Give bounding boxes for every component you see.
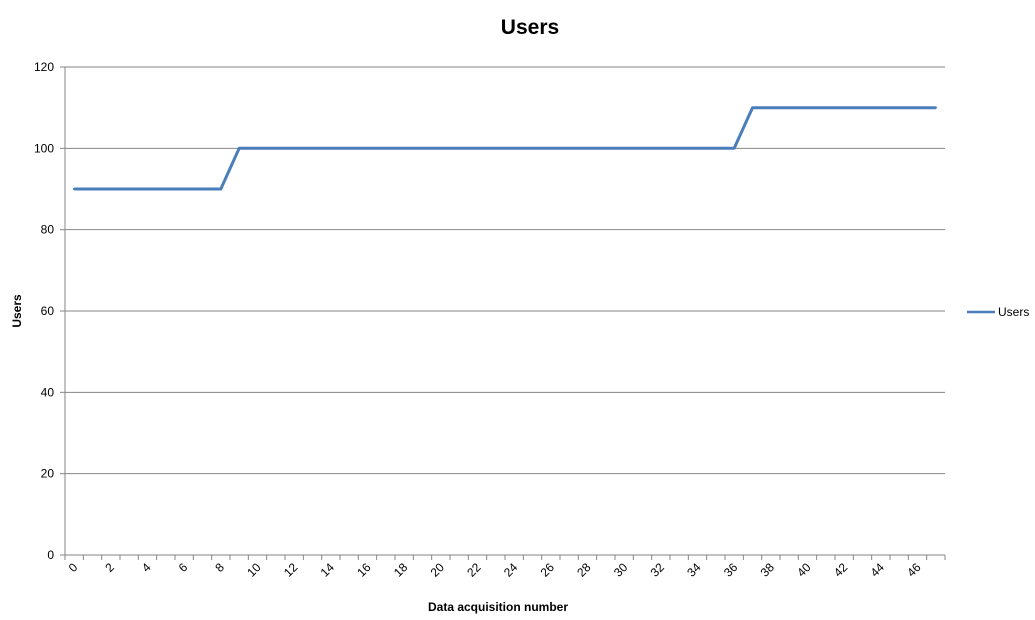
- x-tick-label-8: 8: [212, 560, 227, 575]
- x-tick-label-40: 40: [794, 560, 814, 580]
- data-point-39: [787, 106, 791, 109]
- x-tick-label-26: 26: [538, 560, 558, 580]
- data-point-24: [512, 147, 516, 150]
- data-point-43: [861, 106, 864, 109]
- x-axis-title: Data acquisition number: [428, 600, 568, 614]
- x-tick-label-34: 34: [684, 560, 704, 580]
- data-point-18: [402, 147, 406, 150]
- data-point-19: [421, 147, 424, 150]
- x-tick-label-16: 16: [354, 560, 374, 580]
- data-point-1: [91, 187, 94, 191]
- data-point-6: [182, 187, 186, 191]
- data-point-8: [219, 187, 223, 191]
- data-point-16: [366, 147, 369, 150]
- data-point-5: [164, 187, 168, 191]
- x-tick-label-24: 24: [501, 560, 521, 580]
- legend: Users: [967, 305, 1029, 319]
- y-tick-label-40: 40: [41, 385, 55, 399]
- data-point-45: [897, 106, 901, 109]
- gridlines: [65, 66, 945, 475]
- data-point-15: [347, 147, 351, 150]
- data-point-40: [806, 106, 809, 109]
- x-tick-label-0: 0: [66, 560, 81, 575]
- data-point-11: [274, 147, 278, 150]
- data-point-25: [531, 147, 534, 150]
- y-tick-label-60: 60: [41, 304, 55, 318]
- data-point-10: [256, 147, 259, 150]
- x-tick-label-28: 28: [574, 560, 594, 580]
- data-point-14: [329, 147, 333, 150]
- x-tick-label-30: 30: [611, 560, 631, 580]
- data-point-12: [292, 147, 296, 150]
- data-point-20: [439, 147, 443, 150]
- x-tick-label-20: 20: [428, 560, 448, 580]
- x-tick-label-46: 46: [904, 560, 924, 580]
- x-tick-label-22: 22: [464, 560, 484, 580]
- data-point-17: [384, 147, 388, 150]
- x-tick-label-42: 42: [831, 560, 851, 580]
- data-point-26: [549, 147, 553, 150]
- legend-label-users: Users: [998, 305, 1029, 319]
- data-point-44: [879, 106, 883, 109]
- series-line-users: [74, 106, 936, 191]
- y-axis-title: Users: [10, 294, 24, 328]
- data-point-0: [72, 187, 76, 191]
- y-axis-ticks: 0 20 40 60 80 100 120: [34, 60, 65, 562]
- data-point-32: [659, 147, 663, 150]
- x-tick-label-14: 14: [318, 560, 338, 580]
- data-point-30: [622, 147, 626, 150]
- data-point-42: [842, 106, 846, 109]
- data-point-4: [146, 187, 149, 191]
- data-point-37: [751, 106, 754, 109]
- data-point-27: [567, 147, 571, 150]
- y-tick-label-20: 20: [41, 467, 55, 481]
- x-tick-label-36: 36: [721, 560, 741, 580]
- data-point-36: [732, 147, 736, 150]
- data-point-46: [916, 106, 919, 109]
- x-tick-label-4: 4: [139, 560, 154, 575]
- data-point-23: [494, 147, 498, 150]
- data-point-3: [127, 187, 131, 191]
- y-tick-label-80: 80: [41, 223, 55, 237]
- data-point-29: [604, 147, 608, 150]
- x-tick-label-12: 12: [281, 560, 301, 580]
- x-tick-label-2: 2: [102, 560, 117, 575]
- y-tick-label-100: 100: [34, 141, 54, 155]
- data-point-2: [109, 187, 113, 191]
- x-tick-label-18: 18: [391, 560, 411, 580]
- y-tick-label-0: 0: [47, 548, 54, 562]
- series-layer: [72, 106, 938, 191]
- x-tick-label-32: 32: [648, 560, 668, 580]
- data-point-38: [769, 106, 773, 109]
- data-point-21: [457, 147, 461, 150]
- data-point-35: [714, 147, 718, 150]
- data-point-13: [311, 147, 314, 150]
- data-point-28: [586, 147, 589, 150]
- data-point-22: [476, 147, 479, 150]
- data-point-47: [934, 106, 938, 109]
- x-axis-ticks: 0 2 4 6 8 10 12 14 16 18 20 22 24 26 28 30 32 34 36 38 40 42 4…: [64, 555, 946, 580]
- chart-title: Users: [501, 16, 559, 39]
- data-point-33: [677, 147, 681, 150]
- data-point-34: [696, 147, 699, 150]
- y-tick-label-120: 120: [34, 60, 54, 74]
- data-point-41: [824, 106, 828, 109]
- x-tick-label-38: 38: [758, 560, 778, 580]
- data-point-7: [201, 187, 204, 191]
- data-point-31: [641, 147, 644, 150]
- data-point-9: [237, 147, 241, 150]
- x-tick-label-44: 44: [868, 560, 888, 580]
- x-tick-label-10: 10: [244, 560, 264, 580]
- x-tick-label-6: 6: [176, 560, 191, 575]
